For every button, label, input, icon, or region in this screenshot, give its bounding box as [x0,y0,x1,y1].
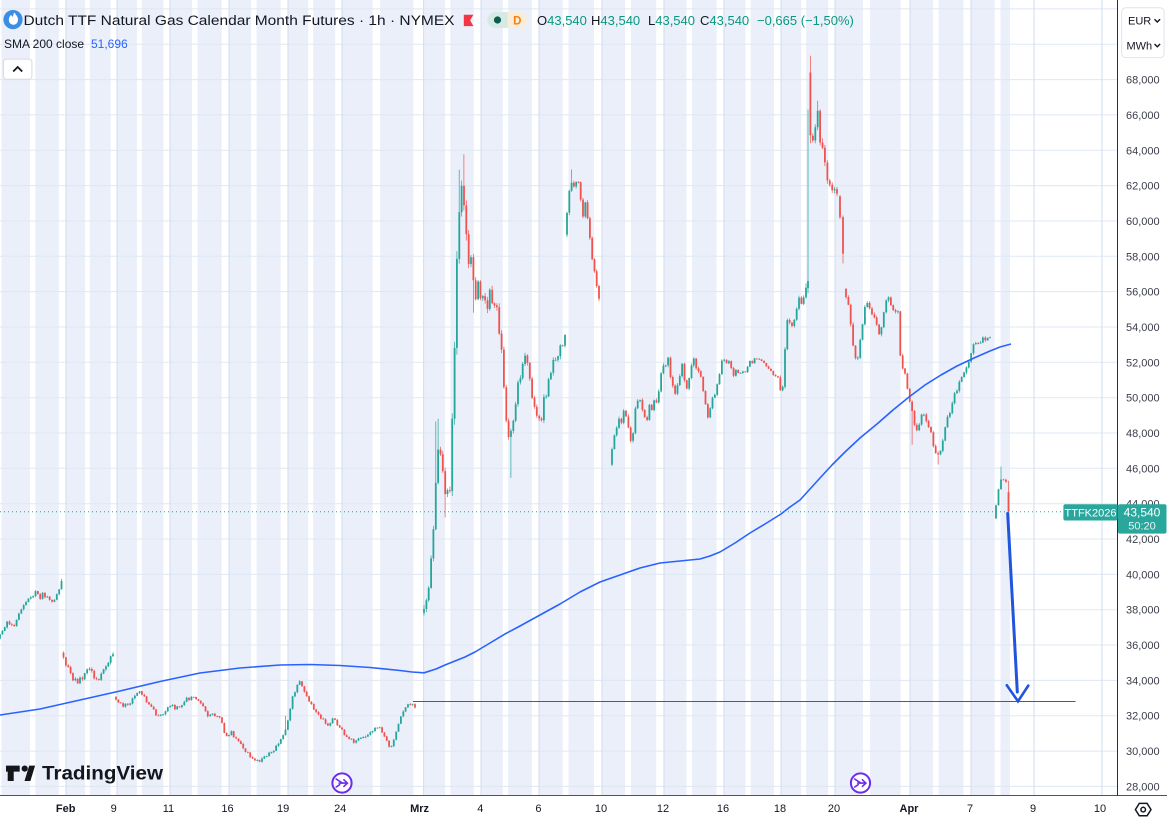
svg-text:20: 20 [828,803,840,815]
svg-text:D: D [513,15,521,27]
svg-text:50,000: 50,000 [1126,393,1160,405]
svg-text:TradingView: TradingView [42,763,164,785]
svg-text:38,000: 38,000 [1126,605,1160,617]
svg-text:48,000: 48,000 [1126,428,1160,440]
svg-text:36,000: 36,000 [1126,640,1160,652]
svg-text:O43,540: O43,540 [537,13,587,28]
svg-text:TTFK2026: TTFK2026 [1065,507,1117,519]
svg-text:58,000: 58,000 [1126,251,1160,263]
svg-text:52,000: 52,000 [1126,357,1160,369]
svg-text:34,000: 34,000 [1126,675,1160,687]
svg-text:40,000: 40,000 [1126,569,1160,581]
svg-text:19: 19 [277,803,289,815]
svg-text:4: 4 [477,803,483,815]
svg-text:56,000: 56,000 [1126,287,1160,299]
svg-text:30,000: 30,000 [1126,746,1160,758]
svg-text:Dutch TTF Natural Gas Calendar: Dutch TTF Natural Gas Calendar Month Fut… [24,13,455,28]
svg-text:42,000: 42,000 [1126,534,1160,546]
svg-text:−0,665 (−1,50%): −0,665 (−1,50%) [757,13,854,28]
svg-text:50:20: 50:20 [1128,520,1156,532]
svg-text:16: 16 [221,803,233,815]
svg-text:54,000: 54,000 [1126,322,1160,334]
svg-text:51,696: 51,696 [91,37,128,51]
svg-text:7: 7 [967,803,973,815]
svg-text:11: 11 [163,803,174,815]
svg-text:SMA 200 close: SMA 200 close [4,37,84,51]
svg-text:24: 24 [334,803,346,815]
svg-text:43,540: 43,540 [1124,505,1161,519]
svg-text:62,000: 62,000 [1126,181,1160,193]
svg-text:MWh: MWh [1127,40,1153,52]
svg-text:Apr: Apr [900,803,920,815]
svg-text:66,000: 66,000 [1126,110,1160,122]
svg-text:9: 9 [111,803,117,815]
svg-text:9: 9 [1030,803,1036,815]
svg-text:Feb: Feb [56,803,76,815]
svg-text:6: 6 [535,803,541,815]
svg-text:C43,540: C43,540 [700,13,749,28]
svg-text:32,000: 32,000 [1126,711,1160,723]
svg-text:60,000: 60,000 [1126,216,1160,228]
svg-text:46,000: 46,000 [1126,463,1160,475]
svg-text:H43,540: H43,540 [591,13,640,28]
svg-text:18: 18 [774,803,786,815]
svg-text:10: 10 [595,803,607,815]
svg-text:10: 10 [1094,803,1106,815]
svg-text:68,000: 68,000 [1126,75,1160,87]
svg-text:28,000: 28,000 [1126,781,1160,793]
svg-text:12: 12 [657,803,669,815]
svg-text:64,000: 64,000 [1126,145,1160,157]
svg-text:L43,540: L43,540 [648,13,695,28]
svg-text:EUR: EUR [1128,16,1151,28]
svg-text:16: 16 [717,803,729,815]
svg-text:Mrz: Mrz [410,803,429,815]
